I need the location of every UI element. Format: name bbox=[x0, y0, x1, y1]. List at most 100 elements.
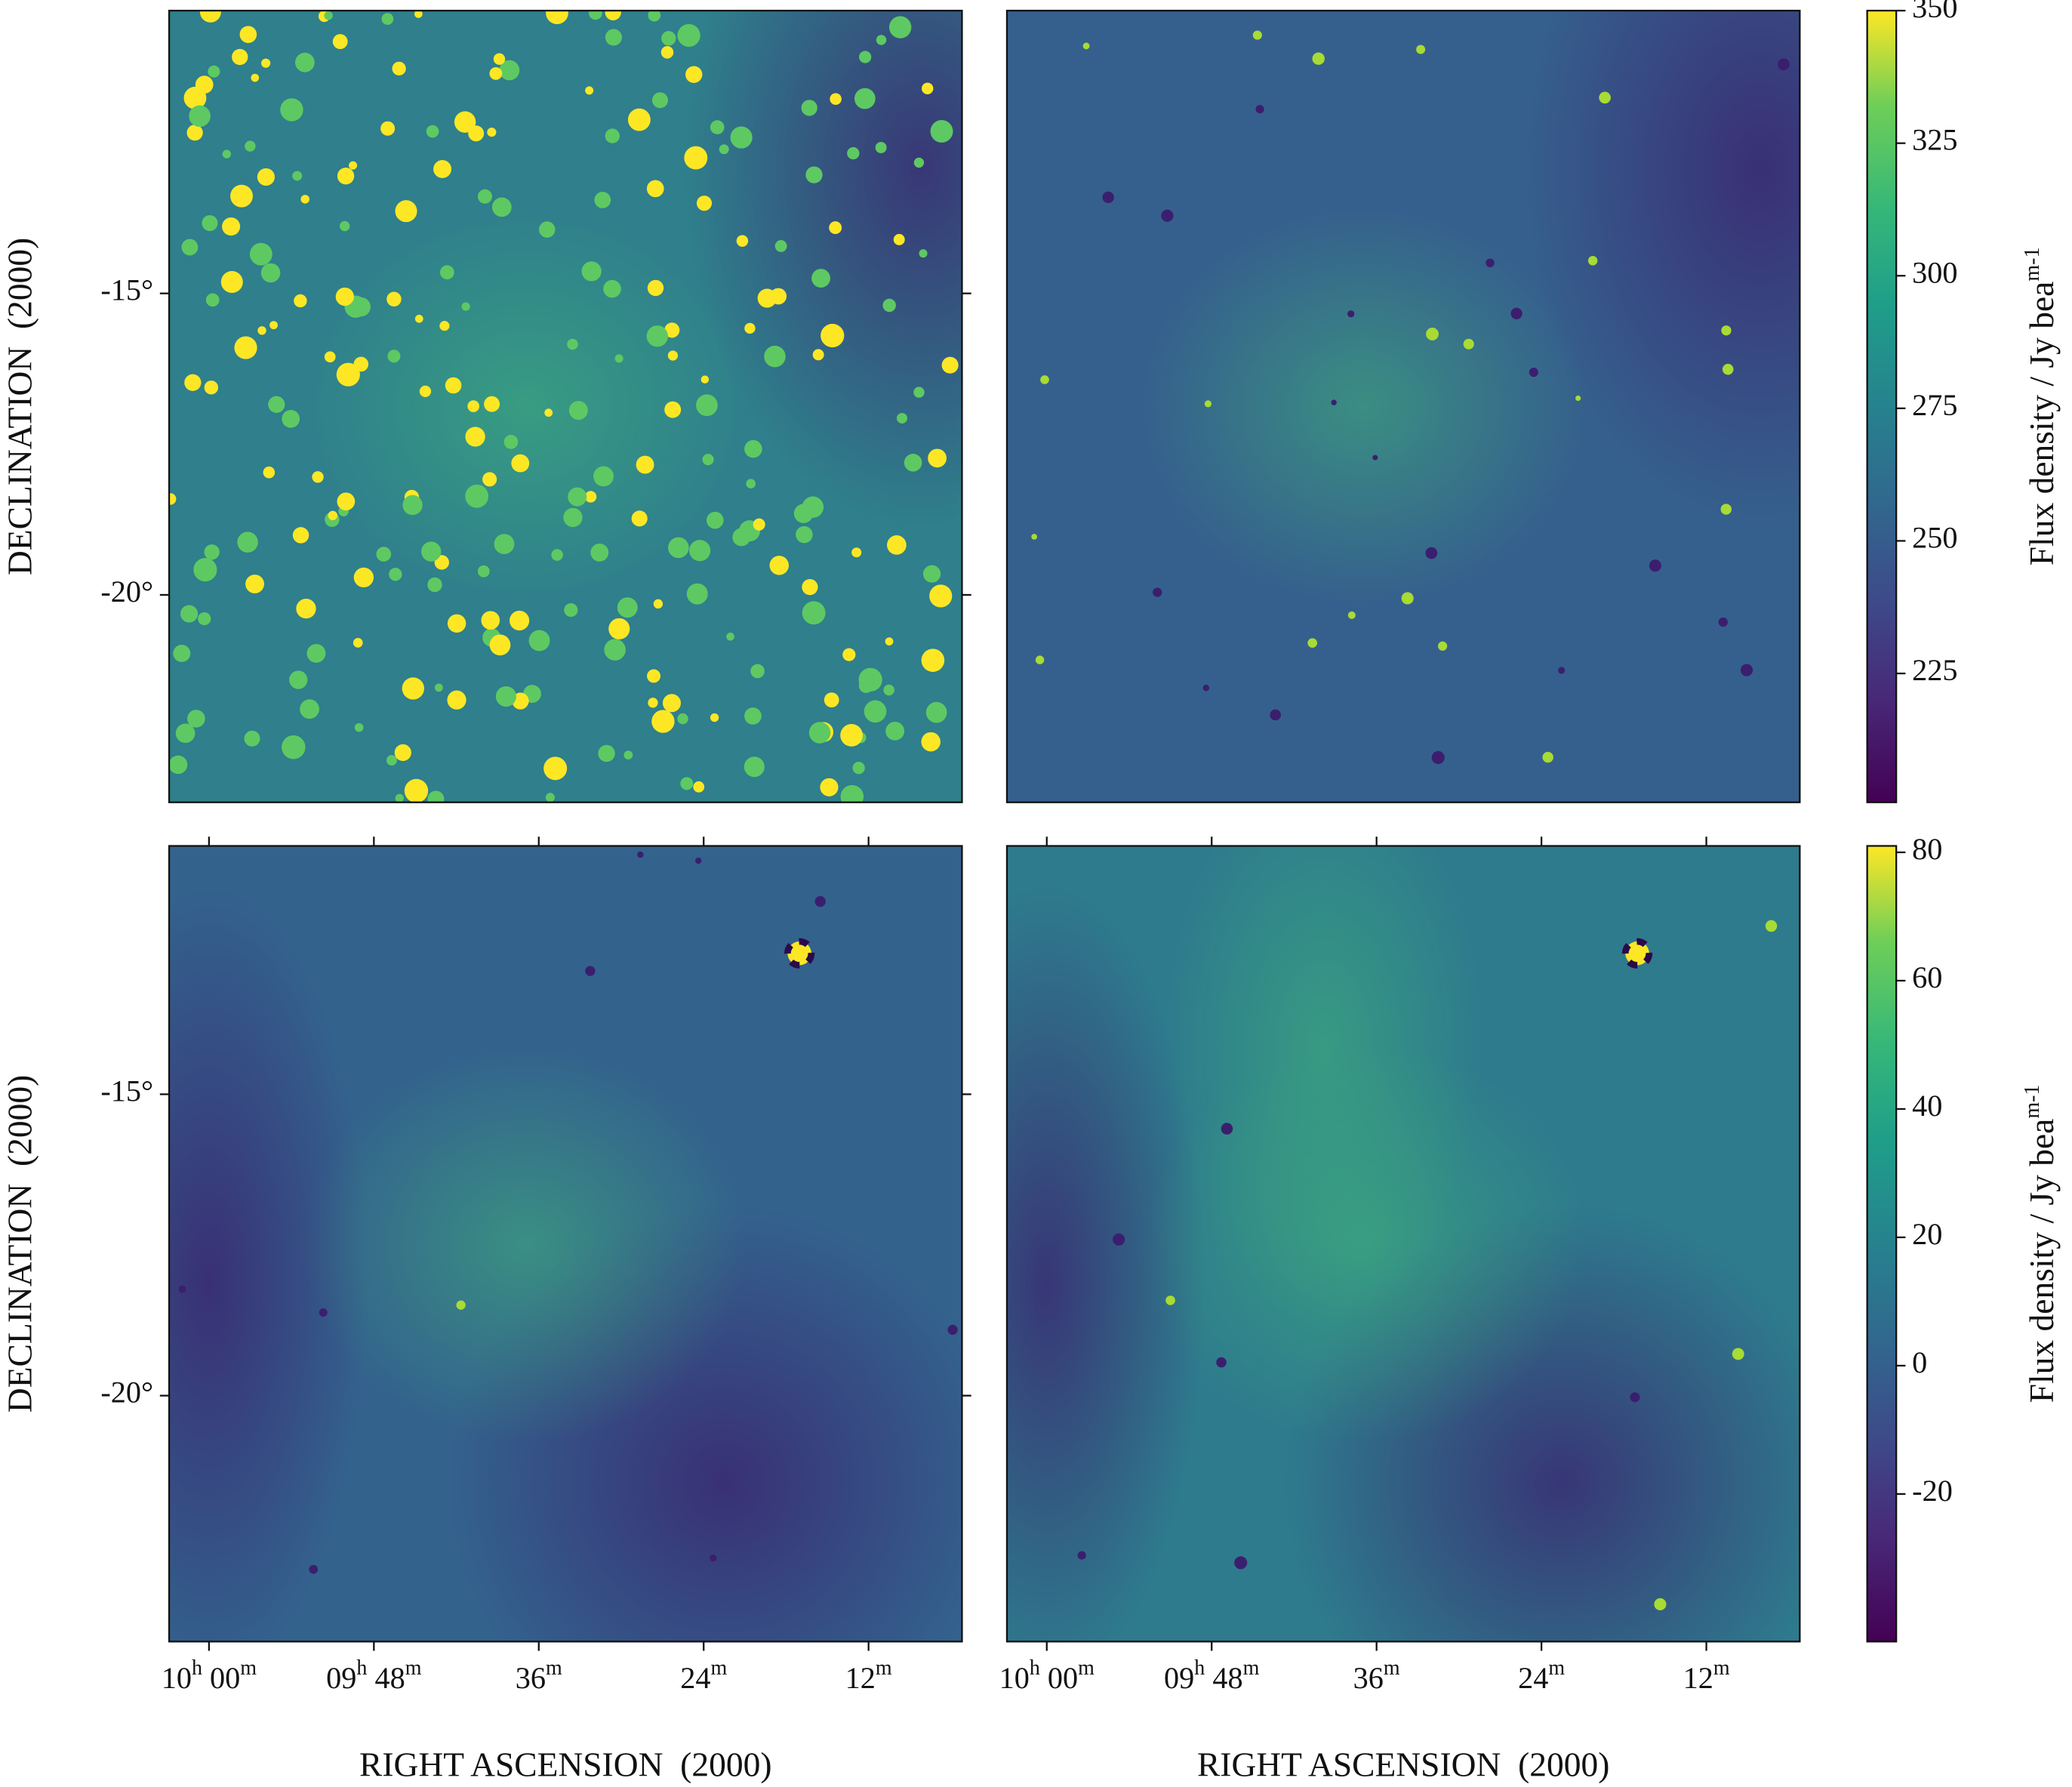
colorbar-label: Flux density / Jy beam-1 bbox=[2021, 248, 2061, 566]
image-texture bbox=[337, 167, 355, 185]
colorbar-tick-label: 40 bbox=[1912, 1089, 1942, 1123]
image-texture bbox=[769, 556, 790, 575]
image-texture bbox=[169, 886, 368, 1642]
image-texture bbox=[335, 287, 354, 307]
image-texture bbox=[1587, 256, 1598, 266]
image-texture bbox=[812, 349, 824, 361]
image-texture bbox=[312, 471, 324, 483]
image-texture bbox=[623, 750, 633, 759]
image-texture bbox=[820, 323, 845, 348]
image-texture bbox=[461, 302, 470, 311]
image-texture bbox=[205, 293, 220, 307]
image-panel bbox=[1005, 845, 1801, 1643]
image-texture bbox=[1270, 709, 1282, 721]
image-texture bbox=[685, 66, 703, 83]
image-texture bbox=[893, 233, 905, 245]
image-texture bbox=[646, 180, 664, 198]
image-texture bbox=[664, 322, 680, 338]
image-texture bbox=[719, 144, 729, 155]
image-panel bbox=[168, 845, 963, 1643]
image-texture bbox=[263, 466, 276, 479]
image-texture bbox=[1153, 587, 1162, 597]
image-texture bbox=[648, 698, 658, 708]
colorbar-tick-label: 325 bbox=[1912, 123, 1957, 157]
image-texture bbox=[706, 511, 724, 529]
image-texture bbox=[913, 157, 925, 168]
image-texture bbox=[1312, 52, 1325, 65]
image-texture bbox=[1006, 886, 1205, 1642]
image-texture bbox=[677, 23, 700, 48]
image-texture bbox=[1649, 559, 1661, 572]
x-tick-label: 12m bbox=[845, 1656, 892, 1695]
image-texture bbox=[179, 724, 192, 737]
image-texture bbox=[1718, 617, 1728, 627]
image-texture bbox=[380, 121, 396, 136]
image-texture bbox=[710, 713, 719, 723]
image-texture bbox=[509, 610, 530, 631]
image-texture bbox=[660, 46, 674, 59]
image-texture bbox=[1621, 938, 1653, 969]
image-texture bbox=[684, 11, 962, 525]
panel-frame bbox=[1005, 845, 1801, 1643]
image-texture bbox=[726, 632, 734, 641]
image-texture bbox=[199, 11, 221, 23]
image-texture bbox=[1510, 307, 1522, 319]
image-texture bbox=[477, 189, 492, 204]
image-texture bbox=[594, 192, 611, 208]
x-axis-label: RIGHT ASCENSION (2000) bbox=[1197, 1745, 1609, 1784]
image-panel bbox=[1005, 9, 1801, 803]
image-texture bbox=[1102, 191, 1114, 204]
image-texture bbox=[614, 354, 623, 363]
image-texture bbox=[859, 51, 872, 63]
image-texture bbox=[840, 784, 864, 803]
image-texture bbox=[402, 495, 423, 516]
image-texture bbox=[1165, 846, 1483, 1323]
image-texture bbox=[700, 375, 710, 384]
image-texture bbox=[339, 220, 350, 232]
image-texture bbox=[245, 575, 264, 593]
image-texture bbox=[1732, 1348, 1744, 1360]
image-texture bbox=[847, 146, 860, 160]
image-texture bbox=[1558, 667, 1566, 674]
image-texture bbox=[897, 412, 907, 424]
image-texture bbox=[801, 100, 817, 116]
image-texture bbox=[1031, 11, 1800, 765]
image-texture bbox=[386, 755, 397, 766]
colorbar-tick-label: 80 bbox=[1912, 832, 1942, 866]
image-texture bbox=[802, 578, 818, 596]
image-texture bbox=[876, 35, 887, 45]
image-texture bbox=[303, 1044, 748, 1443]
image-texture bbox=[268, 396, 285, 413]
image-texture bbox=[668, 537, 689, 559]
image-texture bbox=[710, 120, 725, 134]
y-tick-label: -20° bbox=[100, 1376, 153, 1410]
image-texture bbox=[337, 492, 356, 511]
image-texture bbox=[1221, 1123, 1233, 1135]
image-texture bbox=[178, 1285, 186, 1293]
x-tick-label: 10h 00m bbox=[162, 1656, 257, 1695]
image-texture bbox=[1347, 310, 1355, 318]
image-texture bbox=[381, 13, 394, 25]
image-texture bbox=[854, 88, 876, 109]
image-texture bbox=[169, 11, 962, 803]
image-texture bbox=[1599, 91, 1611, 104]
image-texture bbox=[1031, 534, 1038, 540]
image-texture bbox=[563, 507, 583, 528]
image-texture bbox=[186, 125, 203, 141]
image-texture bbox=[1077, 1551, 1086, 1560]
image-texture bbox=[888, 16, 912, 39]
image-texture bbox=[1165, 1296, 1175, 1305]
image-texture bbox=[499, 60, 520, 81]
image-texture bbox=[1006, 846, 1800, 1642]
image-texture bbox=[1463, 338, 1474, 350]
x-axis-label: RIGHT ASCENSION (2000) bbox=[359, 1745, 771, 1784]
image-texture bbox=[746, 479, 756, 488]
image-texture bbox=[820, 778, 839, 796]
image-texture bbox=[234, 336, 257, 359]
image-texture bbox=[495, 686, 516, 707]
image-texture bbox=[921, 732, 941, 752]
image-texture bbox=[1722, 363, 1734, 375]
image-texture bbox=[677, 713, 688, 725]
image-texture bbox=[925, 701, 947, 723]
